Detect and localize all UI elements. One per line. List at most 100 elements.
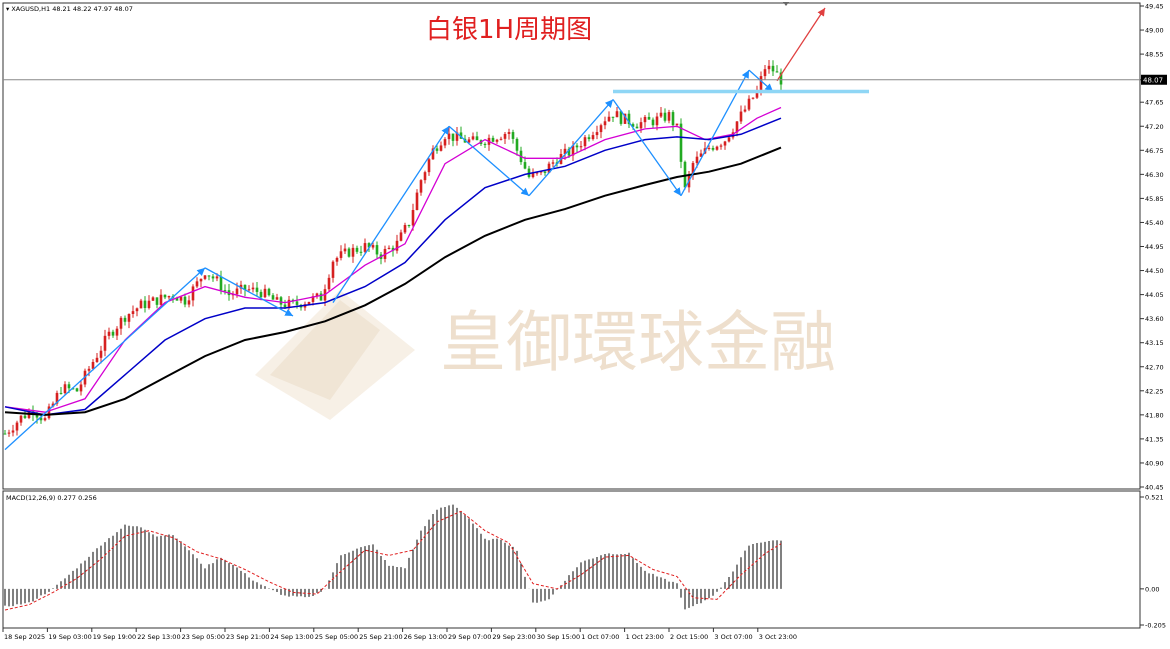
time-tick-label: 23 Sep 21:00 <box>226 633 269 641</box>
candle-body <box>283 304 287 308</box>
candle-body <box>307 301 311 305</box>
candle-body <box>111 331 115 336</box>
candle-body <box>543 171 547 173</box>
candle-body <box>759 76 763 90</box>
time-tick-label: 22 Sep 13:00 <box>137 633 180 641</box>
candle-body <box>675 123 679 126</box>
watermark-text: 皇御環球金融 <box>440 304 836 381</box>
candle-body <box>399 232 403 241</box>
price-tick-label: 49.45 <box>1145 3 1164 11</box>
candle-body <box>547 163 551 173</box>
trend-arrow <box>612 99 682 197</box>
candle-body <box>191 286 195 301</box>
candle-body <box>455 132 459 141</box>
candle-body <box>723 141 727 146</box>
price-tick-label: 40.90 <box>1145 459 1164 467</box>
candle-body <box>19 415 23 423</box>
candle-body <box>435 148 439 151</box>
macd-panel-frame <box>2 490 1141 629</box>
price-tick-label: 42.70 <box>1145 363 1164 371</box>
candle-body <box>711 147 715 150</box>
candle-body <box>355 247 359 252</box>
candle-body <box>735 121 739 133</box>
candle-body <box>167 296 171 298</box>
price-tick-label: 46.75 <box>1145 147 1164 155</box>
candle-body <box>719 145 723 147</box>
trend-arrow <box>528 99 614 197</box>
candle-body <box>503 133 507 139</box>
price-tick-label: 43.60 <box>1145 315 1164 323</box>
price-tick-label: 45.85 <box>1145 195 1164 203</box>
candle-body <box>259 291 263 298</box>
candle-body <box>587 137 591 140</box>
candle-body <box>483 143 487 145</box>
candle-body <box>159 294 163 305</box>
candle-body <box>75 388 79 392</box>
candle-body <box>491 137 495 142</box>
candle-body <box>583 137 587 147</box>
candle-body <box>47 406 51 419</box>
candle-body <box>767 65 771 70</box>
candle-body <box>607 116 611 122</box>
candle-body <box>671 112 675 126</box>
symbol-header-text: XAGUSD,H1 48.21 48.22 47.97 48.07 <box>11 5 133 13</box>
scroll-marker-icon[interactable] <box>783 2 789 6</box>
candle-body <box>211 276 215 279</box>
candle-body <box>439 145 443 151</box>
symbol-header: ▾ XAGUSD,H1 48.21 48.22 47.97 48.07 <box>6 5 133 13</box>
candle-body <box>215 276 219 279</box>
time-tick-label: 3 Oct 07:00 <box>714 633 752 641</box>
price-tick-label: 41.80 <box>1145 411 1164 419</box>
time-tick-label: 18 Sep 2025 <box>4 633 45 641</box>
candle-body <box>775 71 779 73</box>
candle-body <box>23 415 27 418</box>
candle-body <box>683 161 687 188</box>
trend-arrow <box>332 125 450 303</box>
trend-annotations <box>4 7 869 451</box>
candle-body <box>747 98 751 110</box>
candle-body <box>495 139 499 142</box>
current-price-label: 48.07 <box>1143 76 1163 84</box>
candle-body <box>459 132 463 139</box>
candle-body <box>679 123 683 162</box>
candle-body <box>743 109 747 112</box>
candle-body <box>695 156 699 163</box>
price-tick-label: 47.20 <box>1145 123 1164 131</box>
candle-body <box>739 111 743 122</box>
time-tick-label: 19 Sep 03:00 <box>48 633 91 641</box>
candle-body <box>627 113 631 125</box>
candle-body <box>391 247 395 251</box>
candle-body <box>755 89 759 98</box>
candle-body <box>251 287 255 290</box>
price-axis: 49.45 49.00 48.55 48.07 47.65 47.20 46.75 46.30… <box>1140 3 1166 630</box>
candle-body <box>715 146 719 150</box>
price-tick-label: 40.45 <box>1145 484 1164 492</box>
candle-body <box>151 297 155 301</box>
candle-body <box>239 284 243 289</box>
candle-body <box>539 171 543 173</box>
time-tick-label: 30 Sep 15:00 <box>537 633 580 641</box>
candle-body <box>527 168 531 178</box>
time-tick-label: 19 Sep 19:00 <box>93 633 136 641</box>
candle-body <box>183 296 187 305</box>
time-tick-label: 2 Oct 15:00 <box>670 633 708 641</box>
candle-body <box>55 392 59 404</box>
time-tick-label: 29 Sep 23:00 <box>492 633 535 641</box>
macd-label: MACD(12,26,9) 0.277 0.256 <box>6 494 97 502</box>
candle-body <box>147 300 151 309</box>
candle-body <box>563 148 567 154</box>
candle-body <box>363 243 367 252</box>
candle-body <box>3 433 7 435</box>
price-tick-label: 42.25 <box>1145 387 1164 395</box>
price-tick-label: 44.05 <box>1145 291 1164 299</box>
candle-body <box>135 308 139 312</box>
candle-body <box>275 297 279 300</box>
trend-arrow <box>204 267 294 317</box>
candle-body <box>287 299 291 308</box>
candle-body <box>339 251 343 258</box>
candle-body <box>615 111 619 118</box>
candle-body <box>515 138 519 151</box>
candle-body <box>271 295 275 300</box>
watermark: 皇御環球金融 <box>255 290 836 420</box>
time-tick-label: 24 Sep 13:00 <box>270 633 313 641</box>
